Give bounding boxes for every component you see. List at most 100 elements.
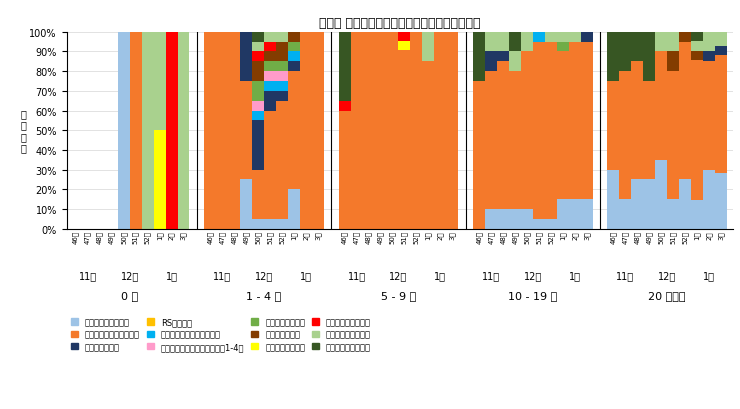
Bar: [656, 33, 667, 52]
Bar: [533, 43, 545, 219]
Bar: [691, 42, 703, 52]
Bar: [288, 190, 300, 229]
Bar: [374, 33, 386, 229]
Bar: [264, 62, 276, 72]
Bar: [703, 52, 715, 62]
Text: 12月: 12月: [389, 271, 408, 281]
Bar: [264, 219, 276, 229]
Bar: [288, 33, 300, 43]
Bar: [288, 52, 300, 62]
Bar: [300, 33, 312, 229]
Bar: [130, 33, 141, 229]
Bar: [631, 62, 643, 180]
Bar: [339, 101, 351, 111]
Text: 20 歳以上: 20 歳以上: [648, 290, 686, 300]
Bar: [691, 201, 703, 229]
Bar: [252, 111, 264, 121]
Bar: [288, 43, 300, 52]
Bar: [545, 33, 556, 43]
Bar: [521, 33, 533, 52]
Bar: [252, 52, 264, 62]
Bar: [619, 72, 631, 200]
Bar: [178, 33, 189, 229]
Bar: [509, 52, 521, 72]
Bar: [497, 62, 509, 209]
Bar: [204, 33, 216, 229]
Bar: [276, 101, 288, 219]
Bar: [631, 180, 643, 229]
Bar: [264, 92, 276, 111]
Bar: [398, 33, 411, 42]
Bar: [264, 111, 276, 219]
Bar: [252, 101, 264, 111]
Bar: [276, 82, 288, 92]
Bar: [339, 33, 351, 101]
Bar: [264, 43, 276, 52]
Bar: [240, 180, 252, 229]
Bar: [569, 200, 581, 229]
Bar: [154, 131, 166, 229]
Bar: [473, 82, 485, 229]
Bar: [533, 219, 545, 229]
Bar: [679, 180, 691, 229]
Bar: [643, 33, 656, 82]
Text: 1 - 4 歳: 1 - 4 歳: [246, 290, 282, 300]
Bar: [141, 33, 154, 229]
Bar: [166, 33, 178, 229]
Text: 5 - 9 歳: 5 - 9 歳: [381, 290, 416, 300]
Bar: [252, 82, 264, 101]
Bar: [276, 62, 288, 72]
Bar: [288, 72, 300, 190]
Bar: [312, 33, 324, 229]
Bar: [386, 33, 398, 229]
Bar: [264, 82, 276, 92]
Bar: [446, 33, 458, 229]
Bar: [715, 56, 727, 174]
Text: 12月: 12月: [255, 271, 273, 281]
Bar: [216, 33, 228, 229]
Bar: [556, 43, 569, 52]
Bar: [497, 52, 509, 62]
Bar: [691, 52, 703, 61]
Bar: [545, 43, 556, 219]
Bar: [569, 33, 581, 43]
Bar: [423, 33, 434, 62]
Bar: [264, 72, 276, 82]
Bar: [252, 43, 264, 52]
Bar: [276, 43, 288, 62]
Bar: [485, 209, 497, 229]
Bar: [569, 43, 581, 200]
Bar: [643, 180, 656, 229]
Bar: [556, 200, 569, 229]
Bar: [521, 209, 533, 229]
Bar: [715, 47, 727, 56]
Bar: [715, 33, 727, 47]
Bar: [608, 33, 619, 82]
Bar: [656, 52, 667, 160]
Bar: [154, 33, 166, 131]
Text: 1月: 1月: [434, 271, 446, 281]
Bar: [715, 174, 727, 229]
Text: 1月: 1月: [166, 271, 178, 281]
Bar: [667, 200, 679, 229]
Bar: [363, 33, 374, 229]
Text: 11月: 11月: [213, 271, 231, 281]
Bar: [434, 33, 446, 229]
Bar: [509, 72, 521, 209]
Text: 11月: 11月: [616, 271, 634, 281]
Bar: [679, 43, 691, 180]
Bar: [398, 42, 411, 51]
Bar: [545, 219, 556, 229]
Text: 10 - 19 歳: 10 - 19 歳: [508, 290, 557, 300]
Bar: [411, 33, 423, 229]
Text: 11月: 11月: [78, 271, 97, 281]
Bar: [485, 72, 497, 209]
Bar: [252, 33, 264, 43]
Text: 1月: 1月: [300, 271, 312, 281]
Bar: [703, 62, 715, 170]
Bar: [509, 33, 521, 52]
Bar: [631, 33, 643, 62]
Bar: [667, 52, 679, 72]
Bar: [252, 121, 264, 170]
Bar: [691, 61, 703, 201]
